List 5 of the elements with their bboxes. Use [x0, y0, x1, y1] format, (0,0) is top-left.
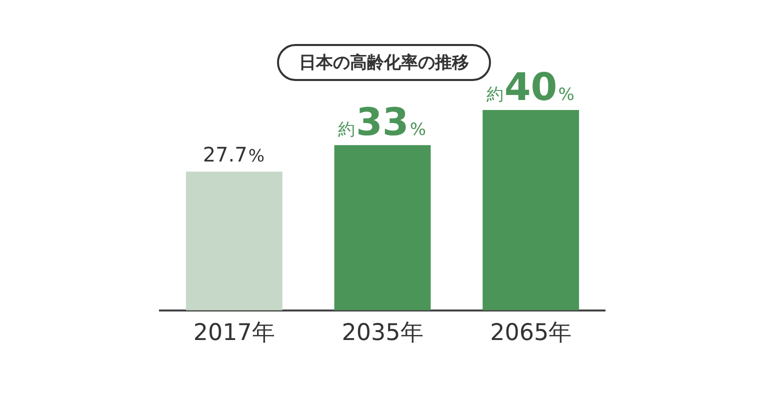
x-tick-label: 2065年 [490, 320, 572, 346]
x-tick-label: 2017年 [193, 320, 275, 346]
x-tick-label: 2035年 [342, 320, 424, 346]
data-label: 27.7% [202, 142, 265, 167]
chart-title: 日本の高齢化率の推移 [277, 44, 491, 81]
